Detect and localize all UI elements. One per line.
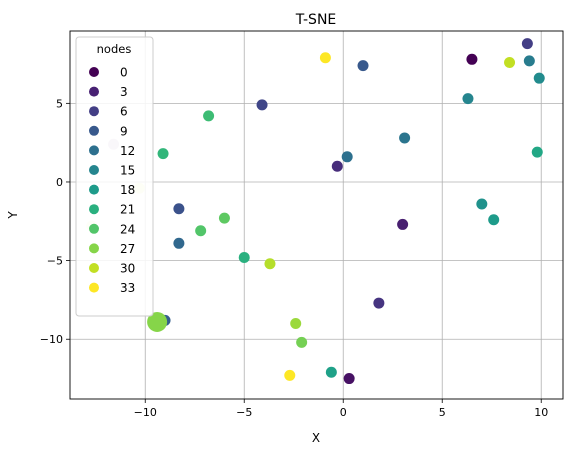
legend-marker-12 — [89, 145, 99, 156]
point-node-1 — [343, 373, 355, 385]
legend-label-18: 18 — [120, 183, 135, 197]
y-axis-ticks: −10 −5 0 5 — [40, 97, 70, 346]
point-node-18 — [488, 214, 500, 226]
point-node-12 — [341, 151, 353, 163]
legend-marker-33 — [89, 282, 99, 293]
x-tick-label: 10 — [534, 406, 548, 419]
legend-entries: 0 3 6 9 12 15 18 21 24 27 30 33 — [89, 66, 135, 295]
point-node-2 — [397, 218, 409, 230]
legend-label-9: 9 — [120, 124, 128, 138]
x-tick-label: 5 — [439, 406, 446, 419]
point-node-7 — [256, 99, 268, 111]
point-node-29 — [264, 258, 276, 270]
point-node-13 — [399, 132, 411, 144]
plot-frame — [69, 30, 564, 400]
legend-title: nodes — [97, 42, 132, 56]
point-node-5 — [373, 297, 385, 309]
legend-label-6: 6 — [120, 105, 128, 119]
legend-label-30: 30 — [120, 262, 135, 276]
point-node-24 — [195, 225, 207, 237]
legend-marker-9 — [89, 125, 99, 136]
legend-marker-27 — [89, 243, 99, 254]
x-axis-ticks: −10 −5 0 5 10 — [134, 399, 548, 419]
legend-label-12: 12 — [120, 144, 135, 158]
point-node-0 — [466, 53, 478, 65]
point-node-8 — [173, 203, 185, 215]
point-node-34 — [319, 52, 331, 64]
point-node-26 — [296, 336, 308, 348]
point-node-19 — [325, 366, 337, 378]
legend-label-3: 3 — [120, 85, 128, 99]
x-tick-label: 0 — [340, 406, 347, 419]
y-tick-label: 5 — [56, 97, 63, 110]
legend-marker-21 — [89, 204, 99, 215]
legend-label-24: 24 — [120, 222, 135, 236]
point-node-9 — [357, 60, 369, 72]
legend-label-21: 21 — [120, 203, 135, 217]
legend-marker-18 — [89, 184, 99, 195]
x-tick-label: −5 — [236, 406, 252, 419]
point-node-21 — [238, 251, 250, 263]
point-node-28 — [290, 318, 302, 330]
y-tick-label: −10 — [40, 333, 63, 346]
legend-box — [75, 36, 154, 317]
y-axis-label: Y — [6, 211, 20, 220]
data-points — [86, 38, 545, 385]
point-node-30 — [504, 56, 516, 68]
legend-label-33: 33 — [120, 281, 135, 295]
point-node-33 — [284, 369, 296, 381]
point-node-15 — [462, 93, 474, 105]
legend-marker-3 — [89, 86, 99, 97]
point-node-22 — [157, 148, 169, 160]
point-node-11 — [173, 237, 185, 249]
legend-marker-6 — [89, 106, 99, 117]
point-node-4 — [331, 160, 343, 172]
x-axis-label: X — [312, 431, 320, 445]
point-node-6 — [521, 38, 533, 50]
x-tick-label: −10 — [134, 406, 157, 419]
legend: nodes 0 3 6 9 12 15 18 21 24 27 30 33 — [75, 36, 154, 317]
point-node-14 — [523, 55, 535, 67]
legend-marker-30 — [89, 263, 99, 273]
point-node-17 — [476, 198, 488, 210]
y-tick-label: −5 — [47, 255, 63, 268]
point-node-27 — [147, 311, 168, 332]
legend-label-27: 27 — [120, 242, 135, 256]
point-node-16 — [533, 72, 545, 84]
legend-marker-0 — [89, 67, 99, 77]
point-node-23 — [203, 110, 215, 122]
chart-title: T-SNE — [295, 12, 337, 28]
legend-label-15: 15 — [120, 164, 135, 178]
y-tick-label: 0 — [56, 176, 63, 189]
point-node-20 — [531, 146, 543, 158]
legend-label-0: 0 — [120, 66, 128, 80]
point-node-25 — [218, 212, 230, 224]
legend-marker-24 — [89, 223, 99, 234]
legend-marker-15 — [89, 165, 99, 175]
